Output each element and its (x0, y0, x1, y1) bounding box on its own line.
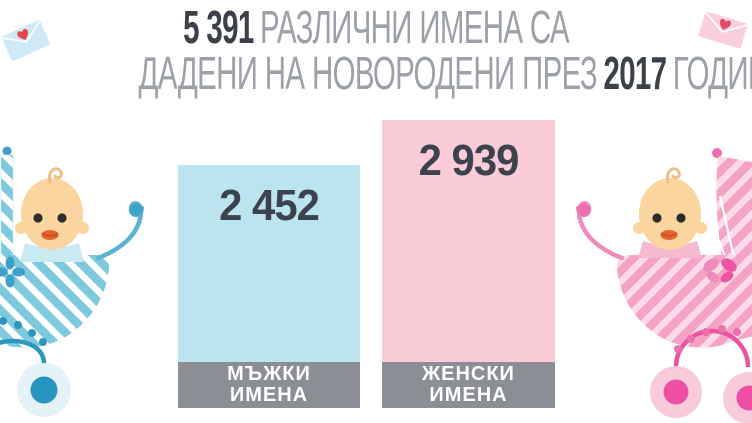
headline-line2-prefix: ДАДЕНИ НА НОВОРОДЕНИ ПРЕЗ (138, 47, 598, 99)
baby-bib (20, 243, 84, 262)
stroller-wheel-right (723, 372, 752, 423)
year-value: 2017 (603, 47, 667, 99)
hair-curl (665, 167, 681, 184)
male-names-category-label: МЪЖКИ ИМЕНА (178, 362, 360, 408)
rivet-dots (0, 317, 47, 346)
stroller-wheel (17, 363, 71, 417)
pink-envelope-heart-icon (696, 8, 750, 57)
stroller-pole (0, 146, 14, 260)
male-label-line2: ИМЕНА (229, 384, 309, 406)
butterfly-decoration-icon (703, 258, 737, 283)
baby-face (15, 167, 89, 250)
flower-decoration-icon (0, 256, 25, 288)
stroller-wheel (650, 366, 702, 418)
blue-baby-stroller-illustration (0, 146, 150, 423)
female-label-line1: ЖЕНСКИ (422, 363, 515, 385)
bar-male-names: 2 452 МЪЖКИ ИМЕНА (178, 165, 360, 408)
headline-line1: 5 391 РАЗЛИЧНИ ИМЕНА СА (135, 4, 616, 50)
pink-baby-stroller-illustration (570, 146, 752, 423)
rivet-dots (674, 325, 741, 353)
hair-curl (47, 167, 63, 184)
stroller-body (0, 255, 110, 348)
stroller-handle (95, 201, 145, 261)
bar-female-names: 2 939 ЖЕНСКИ ИМЕНА (382, 120, 555, 408)
blue-envelope-heart-icon (1, 19, 51, 68)
headline-line2: ДАДЕНИ НА НОВОРОДЕНИ ПРЕЗ2017ГОДИНА (135, 47, 752, 99)
female-label-line2: ИМЕНА (429, 384, 508, 406)
stroller-handle (575, 201, 625, 261)
wheel-frame (0, 338, 47, 365)
total-names-count: 5 391 (183, 1, 254, 53)
male-label-line1: МЪЖКИ (227, 363, 311, 385)
headline-line2-suffix: ГОДИНА (672, 47, 752, 99)
headline-line1-text: РАЗЛИЧНИ ИМЕНА СА (259, 1, 570, 53)
female-names-category-label: ЖЕНСКИ ИМЕНА (382, 362, 555, 408)
male-names-value: 2 452 (219, 181, 320, 230)
baby-face (633, 167, 707, 250)
female-names-value: 2 939 (418, 136, 520, 185)
